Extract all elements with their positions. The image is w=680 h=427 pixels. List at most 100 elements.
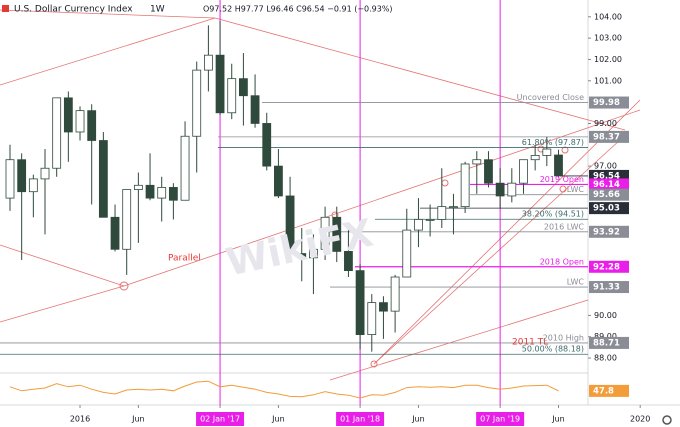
candle-body — [320, 216, 330, 250]
candle-body — [168, 187, 178, 201]
candle-body — [309, 248, 318, 259]
price-tag-label: 99.98 — [593, 98, 620, 108]
x-tick-label: 2016 — [70, 415, 90, 424]
price-tag — [589, 178, 629, 191]
pivot-circles — [119, 145, 569, 368]
level-name: 50.00% (88.18) — [522, 345, 584, 354]
x-tick-label: 02 Jan '17 — [200, 415, 240, 424]
candle-body — [344, 251, 353, 272]
x-tick-label: Jun — [271, 415, 285, 424]
candle-body — [519, 159, 528, 184]
y-tick-label: 102.00 — [594, 55, 622, 64]
candle-body — [554, 154, 563, 177]
y-tick-label: 90.00 — [594, 311, 617, 320]
settings-icon[interactable] — [662, 415, 672, 425]
candle-body — [17, 159, 27, 193]
x-tick-label: 07 Jan '19 — [480, 415, 520, 424]
level-name: 2019 Open — [540, 175, 584, 184]
candle-body — [133, 184, 143, 190]
price-tag-label: 95.03 — [593, 204, 620, 214]
price-tag — [589, 336, 629, 349]
candle-body — [402, 229, 412, 278]
price-tag-label: 91.33 — [593, 283, 620, 293]
candle-body — [75, 110, 85, 133]
candle-body — [52, 97, 62, 169]
candle-body — [40, 167, 50, 180]
candle-body — [449, 206, 458, 209]
candle-body — [495, 182, 505, 197]
candle-body — [5, 159, 15, 199]
candle-body — [157, 187, 167, 199]
level-name: 2010 High — [543, 333, 584, 342]
x-tick-label: Jun — [551, 415, 565, 424]
candle-body — [110, 216, 120, 250]
price-tag — [589, 202, 629, 215]
candle-body — [87, 110, 97, 141]
level-name: LWC — [567, 278, 585, 287]
y-tick-label: 99.00 — [594, 119, 617, 128]
plot — [0, 0, 588, 405]
candle-body — [355, 270, 365, 336]
candle-body — [98, 140, 108, 218]
annotation: 2011 TL — [512, 338, 548, 348]
candle-body — [122, 189, 132, 250]
y-tick-label: 89.00 — [594, 332, 617, 341]
rsi-line — [9, 380, 559, 399]
candle-body — [472, 159, 482, 165]
y-tick-label: 88.00 — [594, 354, 617, 363]
price-tag-label: 92.28 — [593, 262, 620, 272]
candle-body — [530, 155, 540, 161]
x-tick-label: Jun — [131, 415, 145, 424]
price-tag — [589, 96, 629, 109]
price-tag-label: 95.66 — [593, 190, 620, 200]
candle-body — [484, 159, 493, 184]
price-tag — [589, 225, 629, 238]
ohlc-legend: O97.52 H97.77 L96.46 C96.54 −0.91 (−0.93… — [203, 5, 393, 14]
candle-body — [437, 206, 447, 220]
annotation: Parallel — [168, 254, 201, 264]
level-name: 38.20% (94.51) — [522, 210, 584, 219]
candle-body — [192, 69, 202, 137]
level-name: Uncovered Close — [517, 93, 584, 102]
level-name: LWC — [567, 185, 585, 194]
candle-body — [262, 123, 272, 167]
x-tick-badge — [476, 412, 525, 426]
candle-body — [507, 182, 517, 197]
price-tag-label: 96.14 — [593, 180, 620, 190]
y-tick-label: 104.00 — [594, 12, 622, 21]
symbol-icon — [2, 5, 9, 12]
x-tick-label: 01 Jan '18 — [340, 415, 380, 424]
price-tag — [589, 260, 629, 273]
interval: 1W — [150, 5, 165, 15]
chart-title: U.S. Dollar Currency Index — [14, 5, 133, 15]
price-tag-label: 96.54 — [593, 171, 620, 181]
price-tag-label: 88.71 — [593, 338, 620, 348]
candle-body — [379, 302, 388, 312]
candle-body — [460, 163, 470, 208]
candle-body — [274, 165, 283, 197]
rsi-tag — [589, 384, 629, 397]
level-name: 2018 Open — [540, 257, 584, 266]
candle-body — [367, 302, 377, 336]
level-name: 61.80% (97.87) — [522, 138, 584, 147]
candle-body — [390, 276, 400, 312]
candle-body — [180, 135, 190, 201]
x-tick-label: 2020 — [630, 415, 650, 424]
candle-body — [425, 219, 435, 221]
price-tag-label: 98.37 — [593, 132, 620, 142]
candle-body — [28, 178, 38, 193]
candle-body — [215, 54, 225, 114]
level-name: 2016 LWC — [544, 222, 585, 231]
rsi-tag-label: 47.8 — [593, 386, 614, 396]
candle-body — [238, 78, 248, 97]
candle-body — [542, 148, 552, 156]
y-tick-label: 103.00 — [594, 34, 622, 43]
candle-body — [250, 95, 260, 124]
price-tag-label: 93.92 — [593, 227, 620, 237]
x-tick-badge — [336, 412, 385, 426]
candle-body — [203, 54, 213, 71]
price-tag — [589, 281, 629, 294]
y-tick-label: 101.00 — [594, 76, 622, 85]
